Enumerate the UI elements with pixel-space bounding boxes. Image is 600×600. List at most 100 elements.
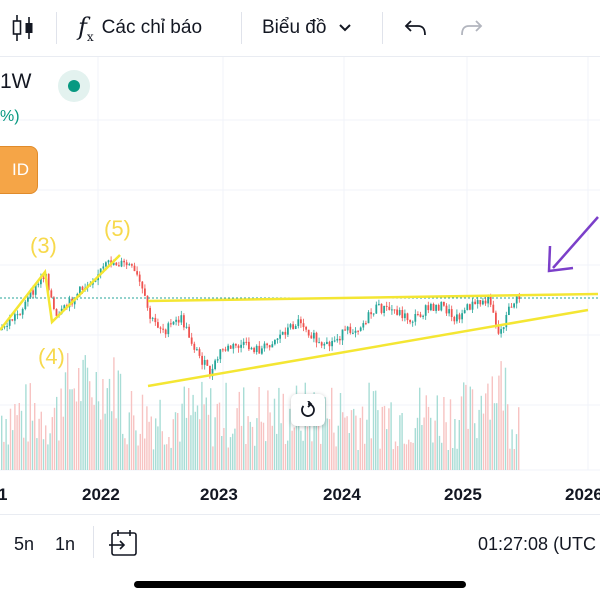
volume-bar bbox=[7, 444, 9, 470]
volume-bar bbox=[515, 434, 518, 470]
x-tick-label: 1 bbox=[0, 485, 8, 504]
range-1d-button[interactable]: 1n bbox=[55, 534, 76, 554]
volume-bar bbox=[326, 418, 328, 470]
volume-bar bbox=[416, 417, 419, 470]
price-chart[interactable]: (3) (4) (5) bbox=[0, 57, 600, 512]
undo-button[interactable] bbox=[403, 0, 429, 56]
goto-date-button[interactable] bbox=[108, 528, 140, 563]
candle-body bbox=[268, 345, 271, 348]
volume-bar bbox=[276, 433, 278, 470]
volume-bar bbox=[155, 418, 157, 470]
toolbar-divider bbox=[241, 12, 242, 44]
range-5d-button[interactable]: 5n bbox=[14, 534, 35, 554]
indicators-button[interactable]: fx Các chỉ báo bbox=[78, 0, 202, 56]
candle-body bbox=[489, 296, 492, 305]
candle-body bbox=[354, 330, 357, 333]
clock-timezone[interactable]: 01:27:08 (UTC bbox=[478, 534, 597, 554]
chart-type-dropdown[interactable]: Biểu đồ bbox=[262, 0, 352, 56]
candle-body bbox=[219, 349, 222, 360]
volume-bar bbox=[117, 370, 119, 470]
x-tick-label: 2026 bbox=[565, 485, 600, 504]
volume-bar bbox=[192, 394, 194, 470]
candle-body bbox=[227, 345, 229, 351]
volume-bar bbox=[504, 367, 507, 470]
candle-body bbox=[515, 296, 518, 304]
volume-bar bbox=[368, 382, 370, 470]
candle-body bbox=[120, 260, 123, 267]
volume-bar bbox=[445, 422, 447, 470]
volume-bar bbox=[333, 432, 335, 470]
candle-body bbox=[214, 360, 216, 369]
volume-bar bbox=[430, 417, 432, 470]
candle-body bbox=[370, 312, 372, 315]
candle-body bbox=[388, 306, 391, 310]
candle-body bbox=[336, 338, 339, 341]
volume-bar bbox=[119, 373, 122, 470]
candle-body bbox=[154, 317, 157, 323]
volume-bar bbox=[419, 387, 421, 470]
volume-bar bbox=[370, 438, 372, 470]
volume-bar bbox=[434, 420, 436, 470]
candle-body bbox=[417, 314, 419, 315]
candle-body bbox=[198, 349, 201, 356]
market-status-icon[interactable] bbox=[58, 70, 90, 102]
volume-bar bbox=[273, 398, 276, 470]
order-button[interactable]: ID bbox=[0, 146, 38, 194]
volume-bar bbox=[443, 397, 445, 470]
candle-body bbox=[292, 324, 294, 329]
reset-icon bbox=[301, 401, 315, 417]
volume-bar bbox=[58, 440, 60, 470]
redo-button[interactable] bbox=[458, 0, 484, 56]
candle-body bbox=[263, 343, 266, 349]
candle-body bbox=[159, 327, 162, 329]
volume-bar bbox=[104, 413, 106, 470]
volume-bar bbox=[216, 403, 218, 470]
candle-body bbox=[320, 342, 323, 346]
volume-bar bbox=[56, 396, 58, 470]
volume-bar bbox=[298, 394, 300, 470]
volume-bar bbox=[421, 425, 423, 470]
volume-bar bbox=[306, 426, 309, 470]
volume-bar bbox=[465, 384, 467, 470]
candle-body bbox=[497, 324, 500, 334]
candle-body bbox=[279, 334, 281, 339]
volume-bar bbox=[199, 419, 201, 470]
candle-body bbox=[123, 260, 125, 263]
volume-bar bbox=[51, 417, 53, 470]
x-tick-label: 2025 bbox=[444, 485, 482, 504]
candle-body bbox=[188, 326, 190, 338]
candle-body bbox=[375, 304, 378, 314]
candle-body bbox=[144, 288, 146, 296]
wave-label: (4) bbox=[38, 344, 65, 369]
volume-bar bbox=[317, 407, 320, 470]
support-trendline bbox=[147, 308, 589, 388]
candle-body bbox=[11, 319, 14, 321]
volume-bar bbox=[141, 394, 144, 470]
candle-body bbox=[297, 319, 300, 326]
candle-body bbox=[229, 345, 232, 349]
candle-body bbox=[294, 326, 297, 329]
volume-bar bbox=[295, 385, 298, 470]
volume-bar bbox=[476, 438, 478, 470]
volume-bar bbox=[320, 443, 322, 470]
candle-body bbox=[21, 309, 24, 315]
volume-bar bbox=[262, 422, 265, 470]
candlestick-icon[interactable] bbox=[10, 0, 36, 56]
reset-chart-button[interactable] bbox=[291, 394, 325, 426]
candle-body bbox=[185, 326, 188, 328]
volume-bar bbox=[471, 389, 474, 470]
volume-bar bbox=[181, 403, 183, 470]
candle-body bbox=[240, 344, 242, 348]
volume-bar bbox=[203, 404, 205, 470]
candle-body bbox=[16, 314, 19, 316]
candle-body bbox=[248, 341, 250, 350]
volume-bar bbox=[18, 403, 20, 470]
candle-body bbox=[315, 332, 318, 343]
volume-bar bbox=[500, 361, 502, 470]
volume-bar bbox=[9, 408, 12, 470]
volume-bar bbox=[315, 413, 317, 470]
candle-body bbox=[250, 347, 253, 350]
candle-body bbox=[201, 355, 203, 365]
volume-bar bbox=[377, 410, 379, 470]
volume-bar bbox=[436, 395, 438, 470]
